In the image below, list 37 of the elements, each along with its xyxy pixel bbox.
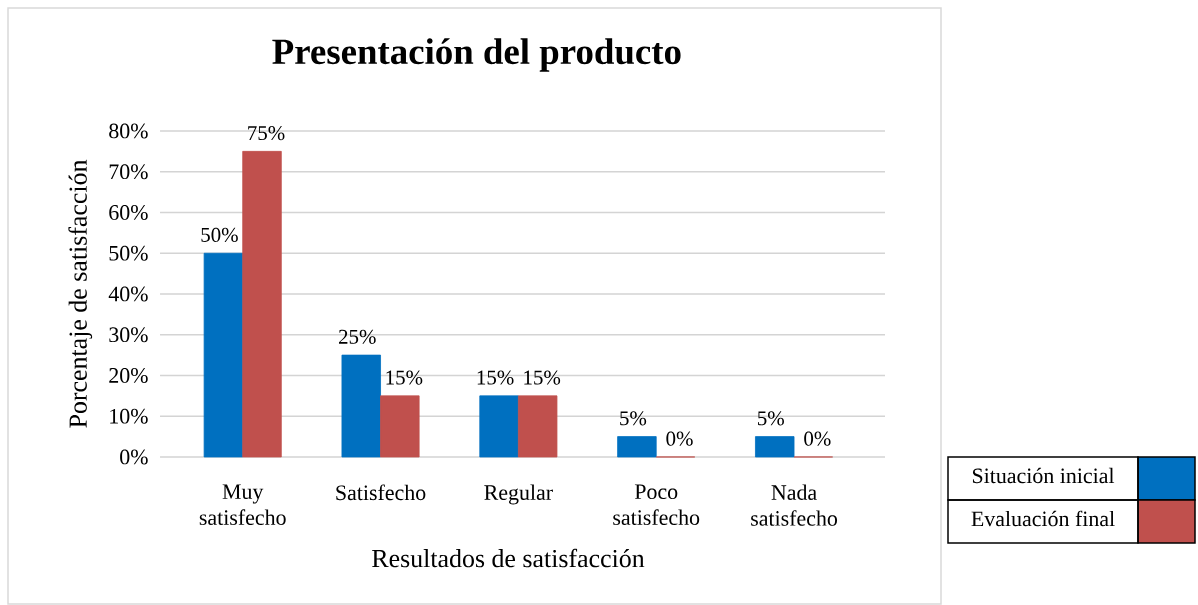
x-tick-label: Satisfecho [336,484,426,501]
data-label: 5% [620,411,647,426]
data-label: 75% [248,125,285,141]
y-tick-label: 10% [110,408,148,424]
x-tick-label: Regular [484,484,553,505]
y-tick-label: 30% [109,327,148,343]
y-tick-label: 70% [109,164,148,180]
y-tick-label: 20% [109,368,148,383]
data-label: 15% [477,370,514,385]
bar [203,252,244,458]
data-label: 0% [666,431,693,446]
chart-title: Presentación del producto [272,38,681,72]
bar [517,395,558,458]
data-label: 5% [758,411,784,426]
y-tick-label: 80% [109,123,148,139]
bar [617,436,657,458]
bar [755,436,795,458]
y-tick-label: 40% [108,286,148,302]
y-tick-label: 50% [109,245,148,261]
data-label: 0% [804,431,831,446]
legend-label: Evaluación final [971,510,1115,527]
legend-label: Situación inicial [972,467,1115,484]
bar [341,354,381,458]
x-axis-title: Resultados de satisfacción [372,548,645,568]
data-label: 25% [338,329,376,344]
data-label: 15% [524,370,561,385]
y-tick-label: 0% [120,449,148,465]
bar [479,395,519,458]
x-tick-label: Poco satisfecho [613,484,700,525]
y-tick-label: 60% [109,205,148,220]
x-tick-label: Muy satisfecho [199,484,286,525]
x-tick-label: Nada satisfecho [751,484,838,526]
bar [242,150,282,458]
data-label: 50% [201,227,238,243]
data-label: 15% [386,370,423,385]
bar [380,395,420,458]
y-axis-title: Porcentaje de satisfacción [68,159,93,428]
